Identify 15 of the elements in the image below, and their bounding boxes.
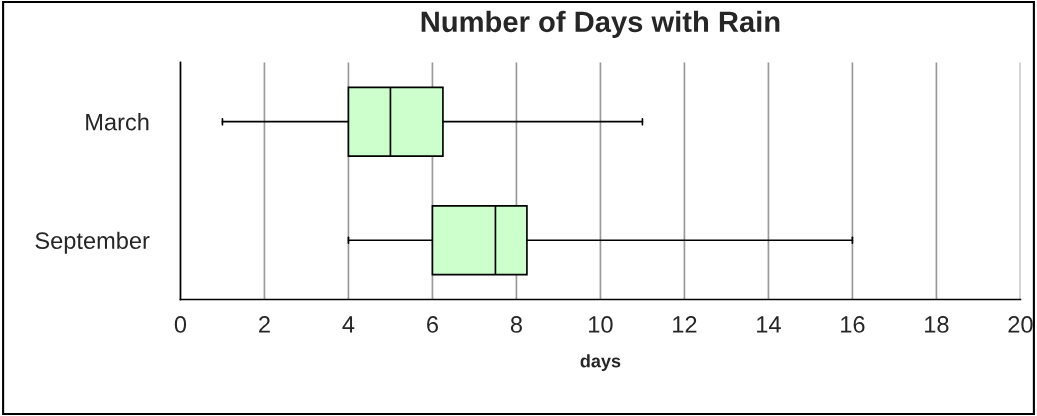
x-tick-label: 12 — [673, 316, 697, 333]
x-tick-label: 10 — [589, 316, 613, 333]
x-tick-label: 0 — [174, 316, 187, 333]
x-tick-label: 16 — [841, 316, 865, 333]
x-tick-label: 6 — [427, 316, 438, 333]
x-tick-label: 20 — [1008, 316, 1033, 333]
chart-title: Number of Days with Rain — [421, 10, 780, 38]
x-tick-label: 4 — [342, 316, 355, 333]
y-tick-label: September — [35, 231, 150, 254]
x-tick-label: 2 — [259, 316, 270, 333]
x-tick-label: 8 — [510, 316, 522, 333]
x-tick-label: 18 — [925, 316, 949, 333]
y-tick-label: March — [86, 113, 149, 131]
x-tick-label: 14 — [757, 316, 781, 333]
x-axis-title: days — [580, 354, 621, 371]
